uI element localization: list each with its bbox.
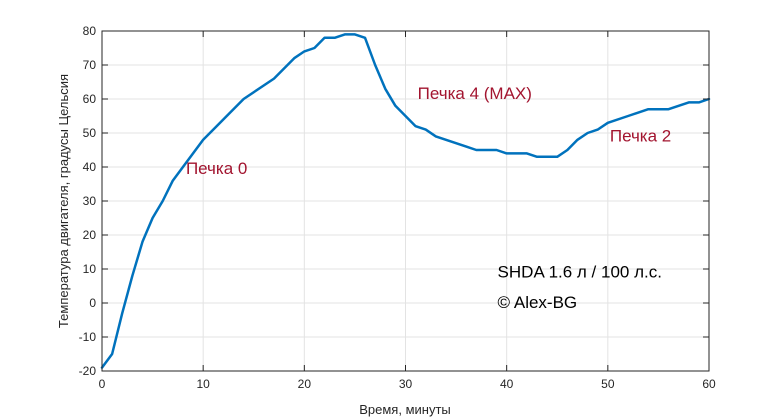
y-axis-title: Температура двигателя, градусы Цельсия (56, 74, 71, 328)
y-tick-label: -10 (79, 330, 97, 344)
annotations: Печка 0 Печка 4 (MAX) Печка 2 SHDA 1.6 л / … (186, 84, 671, 312)
y-tick-label: 60 (83, 92, 97, 106)
x-tick-label: 50 (601, 377, 615, 391)
tick-labels: 0 10 20 30 40 50 60 -20 -10 0 10 20 30 40 50 60 70 80 (79, 24, 716, 391)
x-tick-label: 0 (99, 377, 106, 391)
y-tick-label: 0 (89, 296, 96, 310)
x-tick-label: 20 (298, 377, 312, 391)
y-tick-label: 30 (83, 194, 97, 208)
x-tick-label: 40 (500, 377, 514, 391)
ticks (101, 30, 710, 372)
credit-text: © Alex-BG (498, 293, 578, 312)
heater-annotation: Печка 0 (186, 159, 247, 178)
y-tick-label: 40 (83, 160, 97, 174)
y-tick-label: -20 (79, 364, 97, 378)
x-tick-label: 10 (196, 377, 210, 391)
y-tick-label: 10 (83, 262, 97, 276)
x-tick-label: 30 (399, 377, 413, 391)
heater-annotation: Печка 2 (610, 127, 671, 146)
y-tick-label: 50 (83, 126, 97, 140)
y-tick-label: 20 (83, 228, 97, 242)
grid (102, 31, 709, 371)
x-axis-title: Время, минуты (359, 402, 451, 417)
y-tick-label: 70 (83, 58, 97, 72)
x-tick-label: 60 (702, 377, 716, 391)
credit-text: SHDA 1.6 л / 100 л.с. (498, 263, 662, 282)
temperature-line (100, 33, 711, 369)
y-tick-label: 80 (83, 24, 97, 38)
heater-annotation: Печка 4 (MAX) (418, 84, 532, 103)
series-layer (100, 33, 711, 369)
